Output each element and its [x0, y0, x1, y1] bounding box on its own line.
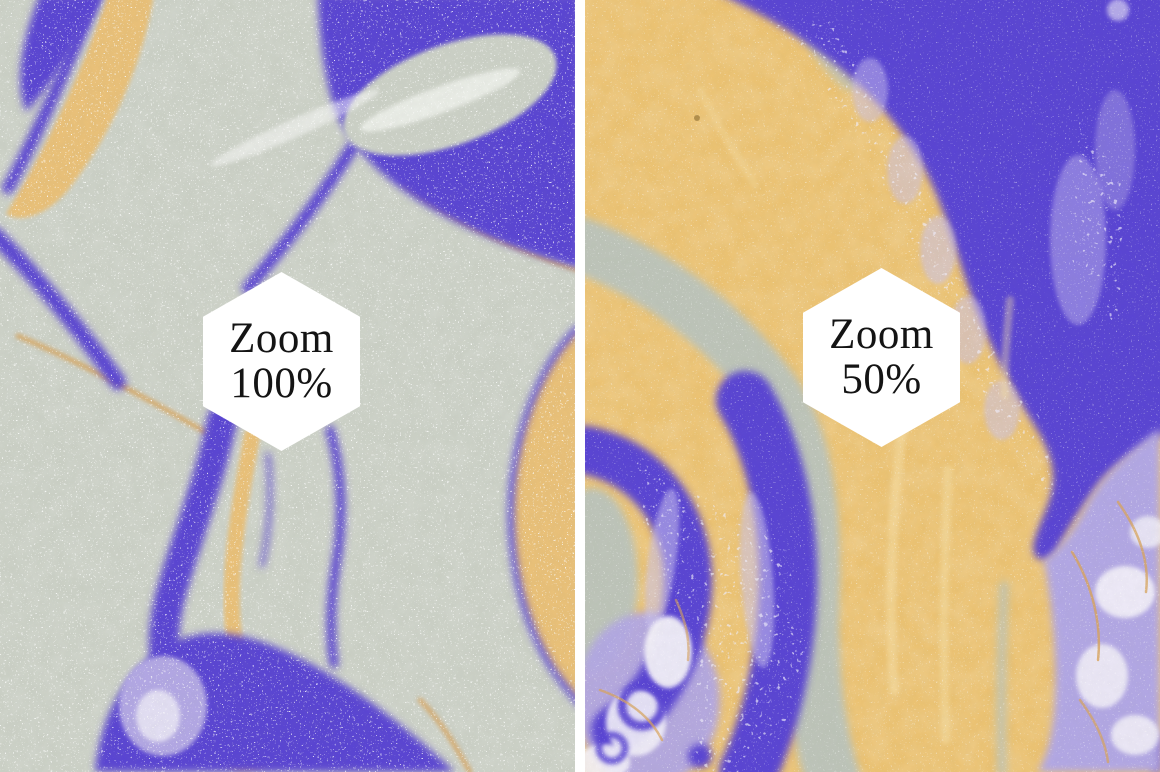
zoom-badge-100: Zoom 100%	[203, 272, 360, 451]
zoom-badge-50-value: 50%	[841, 355, 922, 403]
zoom-badge-100-value: 100%	[230, 359, 333, 407]
panel-divider	[575, 0, 585, 772]
zoom-badge-100-word: Zoom	[229, 314, 334, 362]
zoom-badge-50: Zoom 50%	[803, 268, 960, 447]
zoom-badge-50-word: Zoom	[829, 310, 934, 358]
